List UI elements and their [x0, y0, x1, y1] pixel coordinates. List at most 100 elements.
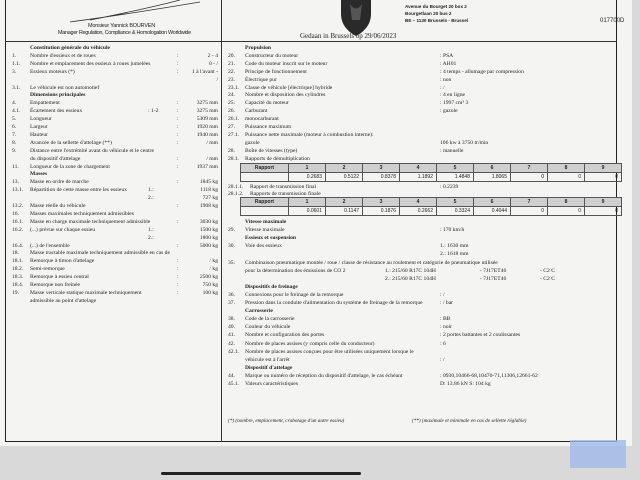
ratio-values-row: 0.0601 0.1147 0.1876 0.2662 0.3324 0.4044 0 0 0 — [240, 206, 622, 216]
spec-row: 40. Couleur du véhicule: noir — [222, 323, 622, 331]
colon: : — [177, 68, 179, 75]
spec-row: 2.: 215/60 R17C 104H - 7J17ET46 - C2 C — [222, 275, 622, 283]
ratio-header-cell: 5 — [436, 163, 474, 173]
section-heading: Carrosserie — [245, 308, 273, 315]
spec-row: 18.2. Semi-remorque: / kg — [0, 265, 218, 273]
section-heading-row: Masses — [0, 170, 218, 178]
item-number: 28.1.1. — [228, 184, 244, 190]
ratio-header-cell: 4 — [399, 197, 437, 207]
spec-row: 13.1. Répartition de cette masse entre le… — [0, 186, 218, 194]
item-label: Voie des essieux — [245, 243, 282, 250]
item-number: 11. — [12, 163, 19, 170]
item-number: 26. — [228, 108, 235, 115]
item-number: 13.1. — [12, 187, 24, 194]
ratio-header-cell: 7 — [510, 163, 548, 173]
place-date: Gedaan in Brussels op 29/06/2023 — [300, 32, 397, 40]
item-label: Principe de fonctionnement — [245, 68, 307, 75]
ratio-value-cell: 0 — [547, 172, 585, 182]
colon: : — [177, 242, 179, 249]
item-value: : 1997 cm³ 3 — [440, 100, 469, 107]
item-label: Couleur du véhicule — [245, 324, 291, 331]
item-value: / mm — [206, 155, 218, 162]
item-number: 18.3. — [12, 274, 24, 281]
colon: : — [177, 266, 179, 273]
ratio-header-cell: Rapport — [240, 163, 289, 173]
section-heading-row: Carrosserie — [222, 307, 622, 315]
colon: : — [177, 155, 179, 162]
spec-row: 11. Longueur de la zone de chargement: 193… — [0, 163, 218, 171]
spec-row: 38. Code de la carrosserie: BB — [222, 315, 622, 323]
item-label: Nombre et configuration des portes — [245, 332, 325, 339]
item-value: : 170 km/h — [440, 227, 465, 234]
address-line: Avenue du Bourget 20 box 2 — [405, 4, 467, 9]
spec-row: admissible au point d'attelage — [0, 297, 218, 305]
item-value: 1940 mm — [196, 131, 218, 138]
item-value: 1 à l'avant - — [191, 68, 218, 75]
item-value: 1800 kg — [199, 234, 218, 241]
spec-row: 26. Carburant: gazole — [222, 107, 622, 115]
item-number: 25. — [228, 100, 235, 107]
spec-row: 22. Principe de fonctionnement: 4 temps -… — [222, 68, 622, 76]
overlay-button[interactable] — [570, 440, 626, 468]
spec-row: 42. Nombre de places assises (y compris c… — [222, 340, 622, 348]
spec-row: 7. Hauteur: 1940 mm — [0, 131, 218, 139]
spec-row: 4.1. Écartement des essieux: 1-2: 3275 mm — [0, 107, 218, 115]
item-number: 18.1. — [12, 258, 24, 265]
spec-row: véhicule est à l'arrêt: / — [222, 356, 622, 364]
item-number: 7. — [12, 131, 17, 138]
colon: : — [177, 289, 179, 296]
ratio-header-cell: 9 — [584, 163, 622, 173]
signatory-title: Manager Regulation, Compliance & Homolog… — [58, 30, 191, 36]
colon: : — [177, 116, 179, 123]
item-label: admissible au point d'attelage — [30, 297, 97, 304]
ratio-header-cell: 6 — [473, 163, 511, 173]
ratio-header-cell: 3 — [362, 197, 400, 207]
tyre-class: - C2 C — [540, 275, 555, 282]
item-label: Capacité du moteur — [245, 100, 289, 107]
item-value: 106 kw à 3750 tr/min — [440, 139, 489, 146]
item-number: 13. — [12, 179, 19, 186]
item-number: 27.1. — [228, 131, 240, 138]
item-label: Empattement — [30, 100, 60, 107]
spec-row: / — [0, 76, 218, 84]
colon: : — [177, 274, 179, 281]
home-indicator[interactable] — [161, 472, 361, 475]
item-number: 36. — [228, 291, 235, 298]
item-value: : 0930,10466-68,10470-71,11306,12661-62 — [440, 372, 538, 379]
rim-size: - 7J17ET46 — [480, 267, 507, 274]
item-label: Masse verticale statique maximale techni… — [30, 289, 142, 296]
item-value: 1118 kg — [200, 187, 218, 194]
spec-row: 2.: 1800 kg — [0, 234, 218, 242]
spec-row: 18.3. Remorque à essieu central: 2500 kg — [0, 273, 218, 281]
colon: : — [177, 131, 179, 138]
ratio-value-cell: 0.0601 — [288, 206, 326, 216]
item-label: Connexions pour le freinage de la remorq… — [245, 291, 344, 298]
signature-image — [69, 0, 201, 23]
item-label: Combinaison pneumatique montée / roue / … — [245, 259, 498, 266]
item-number: 16. — [12, 210, 19, 217]
colon: : — [177, 52, 179, 59]
ratio-value-cell: 0 — [510, 206, 548, 216]
item-label: Électrique pur — [245, 76, 277, 83]
item-value: 5000 kg — [199, 242, 218, 249]
spec-row: 1.1. Nombre et emplacement des essieux à … — [0, 60, 218, 68]
item-number: 28.1. — [228, 155, 240, 162]
ratio-header-cell: 1 — [288, 197, 326, 207]
section-heading-row: Dispositif d'attelage — [222, 364, 622, 372]
item-label: Avancée de la sellette d'attelage (**) — [30, 139, 112, 146]
colon: : — [177, 258, 179, 265]
spec-row: 18.1. Remorque à timon d'attelage: / kg — [0, 257, 218, 265]
ratio-value-cell: 0 — [584, 172, 622, 182]
header-divider — [5, 41, 617, 42]
item-label: Semi-remorque — [30, 266, 65, 273]
spec-row: 18.4. Remorque non freinée: 750 kg — [0, 281, 218, 289]
tyre-size: 1.: 215/60 R17C 104H — [385, 267, 436, 274]
spec-row: 16. Masses maximales techniquement admiss… — [0, 210, 218, 218]
item-value: : 4 temps - allumage par compression — [440, 68, 524, 75]
item-number: 23.1. — [228, 84, 240, 91]
spec-row: 23.1. Classe de véhicule [électrique] hyb… — [222, 84, 622, 92]
ratio-value-cell: 1.1892 — [399, 172, 437, 182]
item-value: 2.: 1618 mm — [440, 251, 469, 258]
colon: : — [177, 124, 179, 130]
item-label: Puissance maximum — [245, 124, 292, 130]
